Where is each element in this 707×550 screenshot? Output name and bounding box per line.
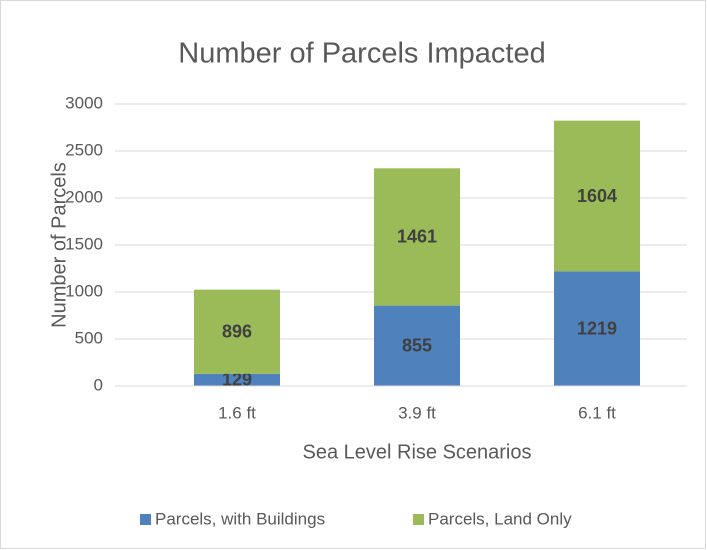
y-tick-label: 2500 [65, 140, 103, 159]
bar-segment [374, 168, 460, 306]
legend-label: Parcels, with Buildings [155, 509, 325, 528]
y-tick-label: 1500 [65, 234, 103, 253]
y-tick-label: 3000 [65, 93, 103, 112]
bar-segment [194, 373, 280, 386]
data-label: 1604 [577, 186, 617, 206]
bar-segment [554, 120, 640, 272]
y-tick-label: 0 [94, 375, 103, 394]
legend-swatch [413, 514, 424, 525]
legend-swatch [140, 514, 151, 525]
data-label: 129 [222, 370, 252, 390]
chart-title: Number of Parcels Impacted [178, 38, 545, 70]
data-label: 1461 [397, 227, 437, 247]
data-label: 896 [222, 322, 252, 342]
data-label: 855 [402, 336, 432, 356]
x-tick-label: 6.1 ft [578, 403, 616, 422]
y-tick-label: 500 [75, 328, 103, 347]
bar-segment [194, 289, 280, 374]
y-tick-label: 1000 [65, 281, 103, 300]
x-axis-label: Sea Level Rise Scenarios [302, 441, 531, 463]
x-tick-label: 1.6 ft [218, 403, 256, 422]
y-tick-label: 2000 [65, 187, 103, 206]
data-label: 1219 [577, 318, 617, 338]
bar-segment [554, 271, 640, 386]
x-tick-label: 3.9 ft [398, 403, 436, 422]
y-axis-label: Number of Parcels [48, 162, 70, 328]
bar-segment [374, 305, 460, 386]
legend-label: Parcels, Land Only [428, 509, 572, 528]
